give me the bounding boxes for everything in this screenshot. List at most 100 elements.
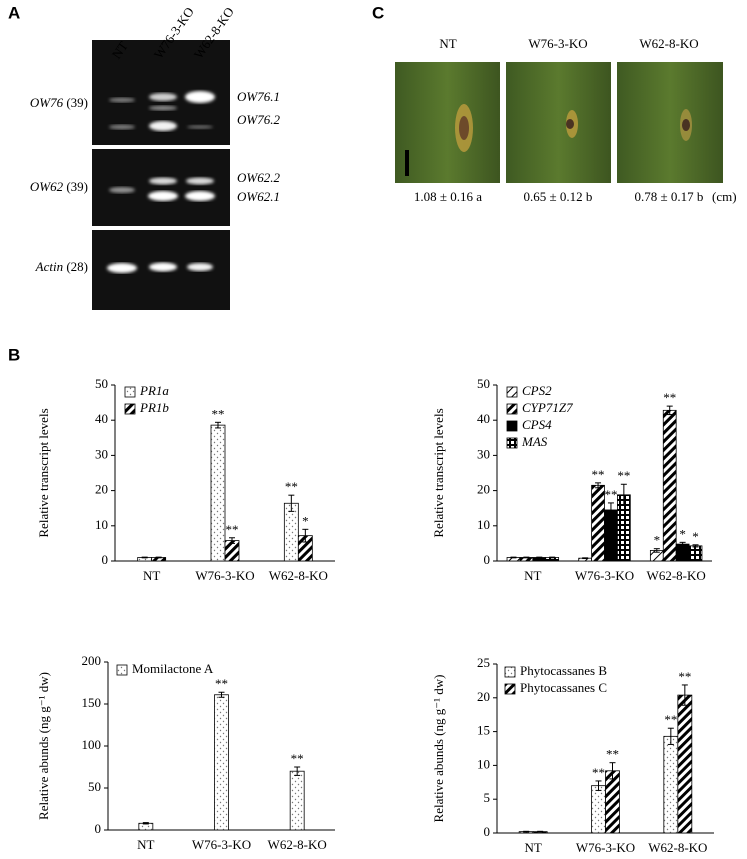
lesion <box>566 119 574 129</box>
y-tick-label: 40 <box>477 411 490 426</box>
panel-label: A <box>8 3 20 22</box>
significance-label: ** <box>663 390 676 405</box>
panel-label: B <box>8 345 20 364</box>
x-tick-label: W76-3-KO <box>575 568 634 583</box>
band-label: OW76.1 <box>237 89 280 104</box>
gene-name: OW62 <box>30 179 64 194</box>
y-tick-label: 15 <box>477 723 490 738</box>
significance-label: ** <box>285 479 298 494</box>
y-tick-label: 10 <box>95 517 108 532</box>
x-tick-label: W76-3-KO <box>195 568 254 583</box>
y-tick-label: 0 <box>484 552 491 567</box>
gel: NT W76-3-KO W62-8-KO OW76 (39) OW62 (39)… <box>30 4 280 310</box>
leaf-label: W76-3-KO <box>528 36 587 51</box>
row-label: Actin (28) <box>35 259 88 274</box>
x-tick-label: W76-3-KO <box>576 840 635 855</box>
significance-label: ** <box>212 406 225 421</box>
significance-label: ** <box>592 765 605 780</box>
band-label: OW62.1 <box>237 189 280 204</box>
y-tick-label: 50 <box>95 376 108 391</box>
significance-label: * <box>679 526 686 541</box>
y-tick-label: 25 <box>477 655 490 670</box>
cycles: (39) <box>66 179 88 194</box>
legend-swatch <box>506 420 518 432</box>
bar <box>214 694 229 831</box>
significance-label: ** <box>291 751 304 766</box>
legend-swatch <box>124 403 136 415</box>
bar <box>675 543 690 562</box>
y-tick-label: 10 <box>477 517 490 532</box>
lesion <box>459 116 469 140</box>
legend-swatch <box>116 664 128 676</box>
y-tick-label: 0 <box>484 824 491 839</box>
band-label: OW62.2 <box>237 170 280 185</box>
y-tick-label: 0 <box>95 821 102 836</box>
x-tick-label: NT <box>524 568 541 583</box>
lesion <box>682 119 690 131</box>
bar <box>283 502 299 562</box>
x-tick-label: NT <box>143 568 160 583</box>
y-tick-label: 0 <box>102 552 109 567</box>
y-tick-label: 40 <box>95 411 108 426</box>
legend-label: PR1a <box>139 383 169 398</box>
leaf-label: NT <box>439 36 456 51</box>
leaf-photo <box>506 62 611 183</box>
significance-label: ** <box>226 522 239 537</box>
gel-block <box>92 149 230 226</box>
significance-label: ** <box>678 669 691 684</box>
significance-label: * <box>692 529 699 544</box>
x-tick-label: W62-8-KO <box>647 568 706 583</box>
legend-swatch <box>506 386 518 398</box>
scale-bar <box>405 150 409 176</box>
x-tick-label: NT <box>137 837 154 852</box>
y-tick-label: 50 <box>477 376 490 391</box>
y-tick-label: 10 <box>477 756 490 771</box>
legend-swatch <box>506 437 518 449</box>
legend-swatch <box>506 403 518 415</box>
y-tick-label: 30 <box>477 446 490 461</box>
cycles: (28) <box>66 259 88 274</box>
significance-label: ** <box>604 487 617 502</box>
cycles: (39) <box>66 95 88 110</box>
significance-label: * <box>654 533 661 548</box>
legend-label: CPS2 <box>522 383 552 398</box>
bar <box>688 545 703 562</box>
y-axis-label: Relative abunds (ng g⁻¹ dw) <box>431 675 446 823</box>
y-tick-label: 20 <box>477 482 490 497</box>
y-axis-label: Relative transcript levels <box>431 408 446 537</box>
significance-label: ** <box>606 747 619 762</box>
bar <box>605 770 620 834</box>
bar <box>591 785 606 834</box>
leaf-label: W62-8-KO <box>639 36 698 51</box>
x-tick-label: W76-3-KO <box>192 837 251 852</box>
y-tick-label: 200 <box>82 653 102 668</box>
bar <box>663 735 679 834</box>
significance-label: ** <box>664 712 677 727</box>
row-label: OW76 (39) <box>30 95 88 110</box>
leaf-panel: NT W76-3-KO W62-8-KO 1.08 ± 0.16 a 0.65 … <box>395 36 737 204</box>
x-tick-label: NT <box>524 840 541 855</box>
y-tick-label: 150 <box>82 695 102 710</box>
gene-name: Actin <box>35 259 63 274</box>
legend-swatch <box>124 386 136 398</box>
legend-swatch <box>504 666 516 678</box>
y-tick-label: 20 <box>95 482 108 497</box>
gel-bands <box>107 91 215 273</box>
leaf-photo <box>617 62 723 183</box>
legend-label: CPS4 <box>522 417 552 432</box>
legend-label: PR1b <box>139 400 169 415</box>
y-tick-label: 5 <box>484 790 491 805</box>
panel-label: C <box>372 3 384 22</box>
y-axis-label: Relative abunds (ng g⁻¹ dw) <box>36 672 51 820</box>
legend-label: MAS <box>521 434 548 449</box>
legend-label: CYP71Z7 <box>522 400 573 415</box>
legend-label: Momilactone A <box>132 661 214 676</box>
significance-label: * <box>302 513 309 528</box>
legend-swatch <box>504 683 516 695</box>
legend-label: Phytocassanes C <box>520 680 607 695</box>
x-tick-label: W62-8-KO <box>268 837 327 852</box>
unit: (cm) <box>712 189 737 204</box>
significance-label: ** <box>215 676 228 691</box>
significance-label: ** <box>617 468 630 483</box>
